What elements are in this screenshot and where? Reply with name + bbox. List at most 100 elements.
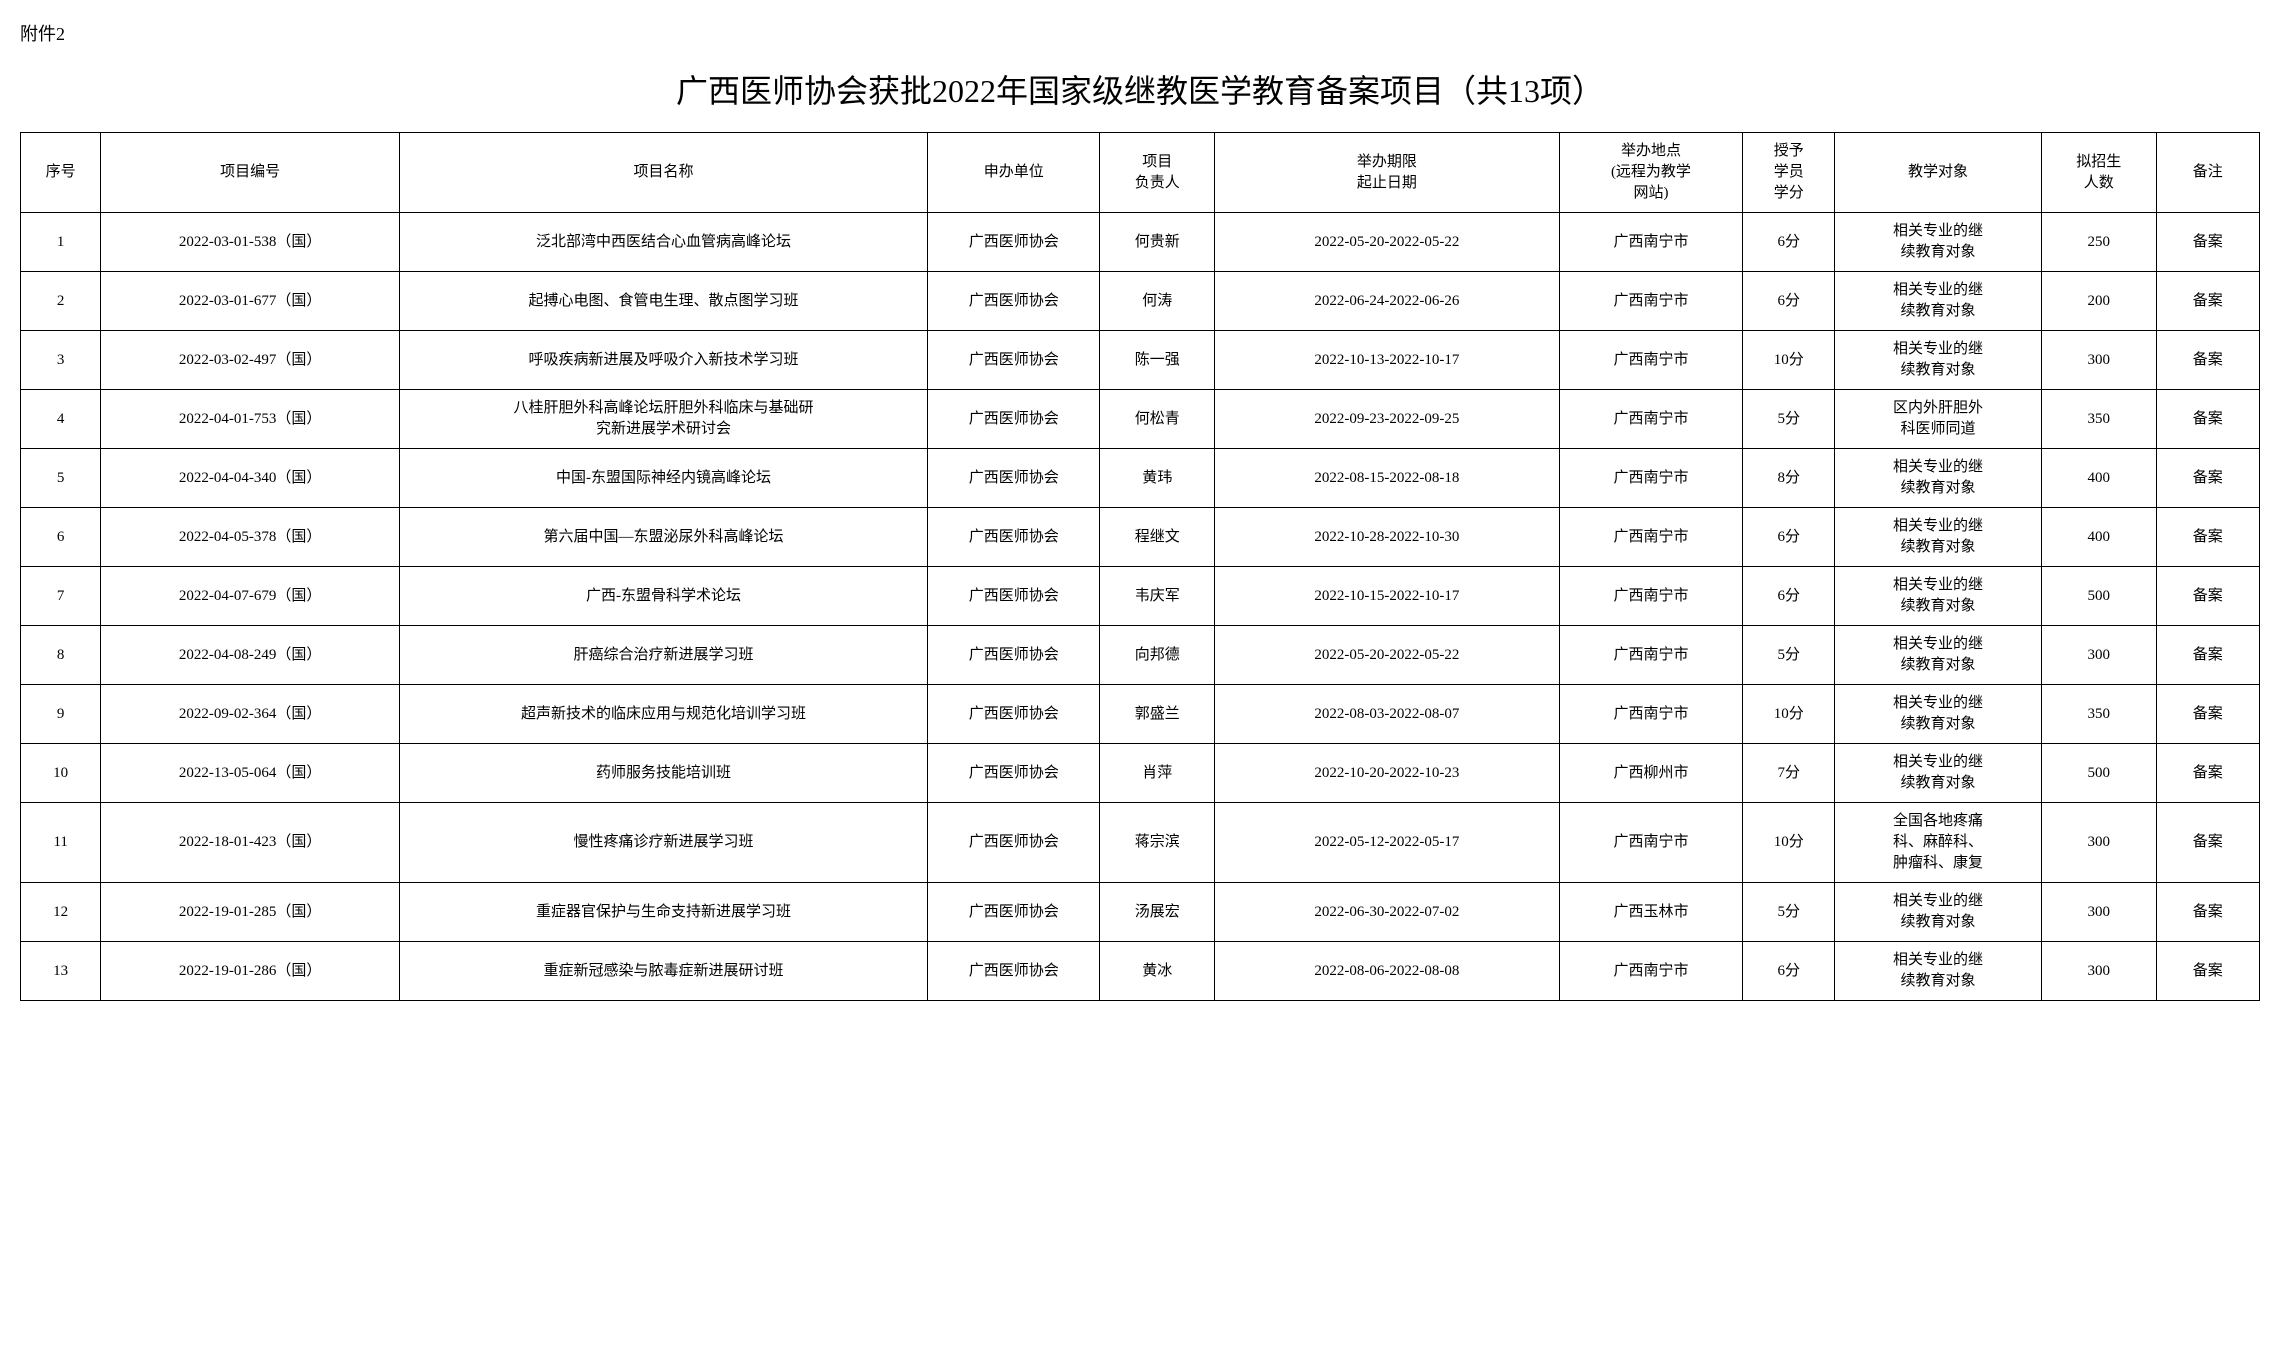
table-cell: 何涛	[1100, 272, 1215, 331]
table-cell: 汤展宏	[1100, 883, 1215, 942]
table-row: 122022-19-01-285（国）重症器官保护与生命支持新进展学习班广西医师…	[21, 883, 2260, 942]
table-cell: 广西医师协会	[928, 449, 1100, 508]
table-cell: 郭盛兰	[1100, 685, 1215, 744]
table-cell: 6分	[1743, 272, 1835, 331]
table-cell: 广西医师协会	[928, 272, 1100, 331]
table-cell: 起搏心电图、食管电生理、散点图学习班	[399, 272, 927, 331]
table-cell: 相关专业的继 续教育对象	[1835, 449, 2042, 508]
table-cell: 250	[2041, 213, 2156, 272]
table-cell: 向邦德	[1100, 626, 1215, 685]
table-cell: 程继文	[1100, 508, 1215, 567]
table-cell: 300	[2041, 803, 2156, 883]
table-header-cell: 项目 负责人	[1100, 133, 1215, 213]
table-cell: 广西医师协会	[928, 508, 1100, 567]
table-cell: 全国各地疼痛 科、麻醉科、 肿瘤科、康复	[1835, 803, 2042, 883]
table-cell: 广西南宁市	[1559, 508, 1743, 567]
table-cell: 备案	[2156, 744, 2259, 803]
table-header-cell: 备注	[2156, 133, 2259, 213]
table-cell: 呼吸疾病新进展及呼吸介入新技术学习班	[399, 331, 927, 390]
table-cell: 重症器官保护与生命支持新进展学习班	[399, 883, 927, 942]
table-cell: 备案	[2156, 626, 2259, 685]
table-body: 12022-03-01-538（国）泛北部湾中西医结合心血管病高峰论坛广西医师协…	[21, 213, 2260, 1001]
table-cell: 9	[21, 685, 101, 744]
table-cell: 2022-05-12-2022-05-17	[1215, 803, 1559, 883]
table-cell: 相关专业的继 续教育对象	[1835, 331, 2042, 390]
table-cell: 第六届中国—东盟泌尿外科高峰论坛	[399, 508, 927, 567]
table-cell: 8分	[1743, 449, 1835, 508]
table-cell: 广西南宁市	[1559, 390, 1743, 449]
table-cell: 相关专业的继 续教育对象	[1835, 508, 2042, 567]
table-cell: 2022-04-07-679（国）	[101, 567, 400, 626]
table-cell: 2022-19-01-286（国）	[101, 942, 400, 1001]
table-cell: 备案	[2156, 883, 2259, 942]
table-cell: 2022-06-30-2022-07-02	[1215, 883, 1559, 942]
table-cell: 10	[21, 744, 101, 803]
table-cell: 300	[2041, 626, 2156, 685]
table-cell: 10分	[1743, 803, 1835, 883]
table-cell: 广西南宁市	[1559, 567, 1743, 626]
table-cell: 300	[2041, 331, 2156, 390]
table-cell: 广西南宁市	[1559, 803, 1743, 883]
table-cell: 备案	[2156, 803, 2259, 883]
table-row: 62022-04-05-378（国）第六届中国—东盟泌尿外科高峰论坛广西医师协会…	[21, 508, 2260, 567]
table-cell: 2022-04-08-249（国）	[101, 626, 400, 685]
table-cell: 2022-08-15-2022-08-18	[1215, 449, 1559, 508]
table-cell: 广西-东盟骨科学术论坛	[399, 567, 927, 626]
table-cell: 肝癌综合治疗新进展学习班	[399, 626, 927, 685]
table-row: 32022-03-02-497（国）呼吸疾病新进展及呼吸介入新技术学习班广西医师…	[21, 331, 2260, 390]
table-header-cell: 项目名称	[399, 133, 927, 213]
table-cell: 2022-04-05-378（国）	[101, 508, 400, 567]
table-cell: 8	[21, 626, 101, 685]
table-cell: 2022-05-20-2022-05-22	[1215, 626, 1559, 685]
table-cell: 400	[2041, 449, 2156, 508]
table-cell: 备案	[2156, 331, 2259, 390]
table-cell: 500	[2041, 567, 2156, 626]
table-cell: 广西医师协会	[928, 942, 1100, 1001]
table-cell: 八桂肝胆外科高峰论坛肝胆外科临床与基础研 究新进展学术研讨会	[399, 390, 927, 449]
table-row: 112022-18-01-423（国）慢性疼痛诊疗新进展学习班广西医师协会蒋宗滨…	[21, 803, 2260, 883]
table-cell: 蒋宗滨	[1100, 803, 1215, 883]
table-cell: 2022-10-13-2022-10-17	[1215, 331, 1559, 390]
table-cell: 200	[2041, 272, 2156, 331]
table-cell: 广西南宁市	[1559, 626, 1743, 685]
table-cell: 相关专业的继 续教育对象	[1835, 567, 2042, 626]
table-cell: 备案	[2156, 449, 2259, 508]
table-cell: 相关专业的继 续教育对象	[1835, 942, 2042, 1001]
attachment-label: 附件2	[20, 20, 2260, 46]
table-cell: 2022-19-01-285（国）	[101, 883, 400, 942]
table-header-cell: 项目编号	[101, 133, 400, 213]
table-cell: 2022-03-01-677（国）	[101, 272, 400, 331]
table-cell: 400	[2041, 508, 2156, 567]
table-cell: 重症新冠感染与脓毒症新进展研讨班	[399, 942, 927, 1001]
table-cell: 300	[2041, 942, 2156, 1001]
table-header-cell: 序号	[21, 133, 101, 213]
table-cell: 相关专业的继 续教育对象	[1835, 272, 2042, 331]
page-title: 广西医师协会获批2022年国家级继教医学教育备案项目（共13项）	[20, 66, 2260, 112]
table-cell: 2022-13-05-064（国）	[101, 744, 400, 803]
projects-table: 序号项目编号项目名称申办单位项目 负责人举办期限 起止日期举办地点 (远程为教学…	[20, 132, 2260, 1001]
table-cell: 11	[21, 803, 101, 883]
table-cell: 慢性疼痛诊疗新进展学习班	[399, 803, 927, 883]
table-cell: 区内外肝胆外 科医师同道	[1835, 390, 2042, 449]
table-header-cell: 举办地点 (远程为教学 网站)	[1559, 133, 1743, 213]
table-cell: 2022-08-03-2022-08-07	[1215, 685, 1559, 744]
table-cell: 350	[2041, 390, 2156, 449]
table-cell: 500	[2041, 744, 2156, 803]
table-cell: 广西南宁市	[1559, 272, 1743, 331]
table-cell: 广西南宁市	[1559, 685, 1743, 744]
table-cell: 备案	[2156, 272, 2259, 331]
table-header-cell: 拟招生 人数	[2041, 133, 2156, 213]
table-cell: 6分	[1743, 942, 1835, 1001]
table-row: 52022-04-04-340（国）中国-东盟国际神经内镜高峰论坛广西医师协会黄…	[21, 449, 2260, 508]
table-cell: 2022-10-15-2022-10-17	[1215, 567, 1559, 626]
table-row: 92022-09-02-364（国）超声新技术的临床应用与规范化培训学习班广西医…	[21, 685, 2260, 744]
table-cell: 1	[21, 213, 101, 272]
table-cell: 2022-10-28-2022-10-30	[1215, 508, 1559, 567]
table-row: 82022-04-08-249（国）肝癌综合治疗新进展学习班广西医师协会向邦德2…	[21, 626, 2260, 685]
table-header-cell: 举办期限 起止日期	[1215, 133, 1559, 213]
table-cell: 2022-18-01-423（国）	[101, 803, 400, 883]
table-cell: 相关专业的继 续教育对象	[1835, 883, 2042, 942]
table-cell: 药师服务技能培训班	[399, 744, 927, 803]
table-cell: 备案	[2156, 508, 2259, 567]
table-cell: 广西玉林市	[1559, 883, 1743, 942]
